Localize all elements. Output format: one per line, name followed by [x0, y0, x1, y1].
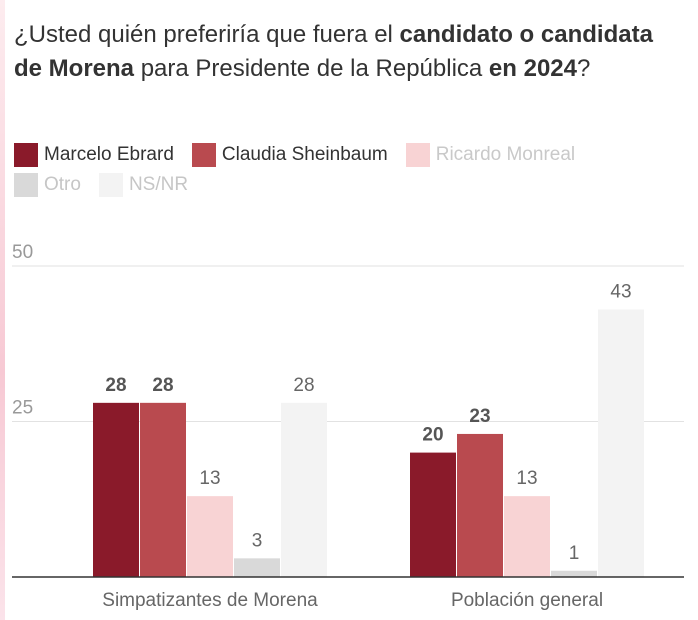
legend-item-ns-nr: NS/NR — [98, 170, 189, 200]
legend-row-1: Marcelo Ebrard Claudia Sheinbaum Ricardo… — [14, 140, 684, 170]
bar-chart: 25 50 28 28 13 3 28 Simpatizantes de Morena 20 23… — [12, 242, 684, 611]
data-label: 1 — [569, 543, 580, 564]
data-label: 28 — [105, 375, 126, 396]
title-part-3: en 2024 — [488, 55, 577, 82]
bar — [504, 496, 550, 577]
legend-label: Claudia Sheinbaum — [221, 144, 388, 165]
legend-item-ricardo-monreal: Ricardo Monreal — [405, 140, 576, 170]
legend-label: Ricardo Monreal — [435, 144, 576, 165]
bar — [410, 452, 456, 577]
bar — [93, 402, 139, 577]
data-label: 23 — [469, 406, 490, 427]
data-label: 20 — [422, 425, 443, 446]
legend-swatch — [405, 143, 430, 167]
legend-swatch — [14, 173, 38, 197]
legend-label: NS/NR — [128, 174, 189, 195]
edge-accent — [0, 0, 5, 620]
legend-item-claudia-sheinbaum: Claudia Sheinbaum — [191, 140, 388, 170]
legend-label: Otro — [44, 174, 81, 195]
legend-item-otro: Otro — [14, 170, 81, 200]
bar — [187, 496, 233, 577]
bar — [140, 402, 186, 577]
bar — [598, 309, 644, 577]
legend-swatch — [14, 143, 38, 167]
legend-item-marcelo-ebrard: Marcelo Ebrard — [14, 140, 174, 170]
bar — [457, 433, 503, 577]
title-part-1: candidato o candidata de Morena — [14, 21, 653, 82]
title-part-2: para Presidente de la República — [134, 55, 489, 82]
bar — [234, 558, 280, 577]
y-tick-label: 50 — [12, 242, 33, 263]
y-tick-label: 25 — [12, 398, 33, 419]
data-label: 28 — [293, 375, 314, 396]
data-label: 28 — [152, 375, 173, 396]
chart-title: ¿Usted quién preferiría que fuera el can… — [14, 18, 684, 86]
data-label: 3 — [252, 530, 263, 551]
data-label: 13 — [516, 468, 537, 489]
legend: Marcelo Ebrard Claudia Sheinbaum Ricardo… — [14, 140, 684, 200]
bar — [551, 570, 597, 577]
legend-row-2: Otro NS/NR — [14, 170, 684, 200]
data-label: 13 — [199, 468, 220, 489]
legend-swatch — [98, 173, 123, 197]
data-label: 43 — [610, 282, 631, 303]
category-label: Población general — [451, 590, 603, 611]
title-part-4: ? — [577, 55, 591, 82]
legend-swatch — [191, 143, 216, 167]
legend-label: Marcelo Ebrard — [44, 144, 174, 165]
title-part-0: ¿Usted quién preferiría que fuera el — [14, 21, 400, 48]
bar — [281, 402, 327, 577]
category-label: Simpatizantes de Morena — [102, 590, 318, 611]
